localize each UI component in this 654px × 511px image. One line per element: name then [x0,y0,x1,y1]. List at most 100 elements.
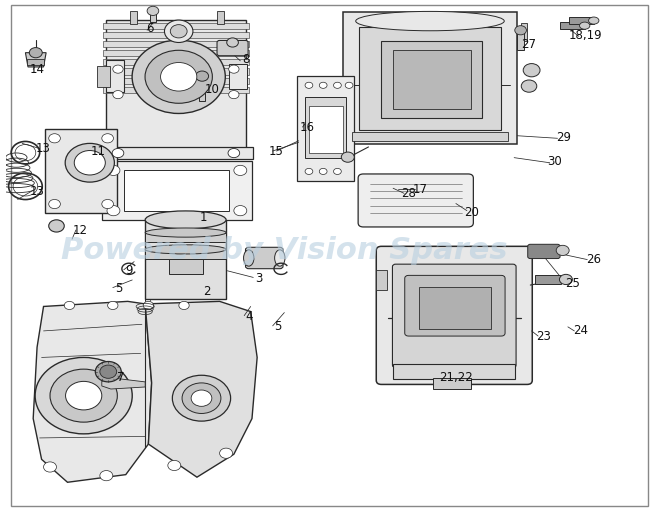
Text: 14: 14 [29,63,44,76]
Bar [124,170,230,211]
Circle shape [35,357,132,434]
Circle shape [64,301,75,310]
Text: 5: 5 [116,282,123,295]
Circle shape [319,82,327,88]
Bar [359,27,501,130]
Circle shape [229,65,239,73]
Text: 1: 1 [199,211,207,224]
Text: 9: 9 [125,264,133,277]
Circle shape [145,50,213,103]
Bar [517,30,524,50]
Circle shape [305,82,313,88]
Bar [107,20,245,155]
Circle shape [305,168,313,174]
Text: 13: 13 [29,185,44,198]
Bar [145,249,226,259]
Ellipse shape [145,211,226,229]
Text: 17: 17 [413,183,428,196]
Circle shape [100,471,112,481]
Text: 25: 25 [565,277,580,290]
Bar [27,59,44,65]
Circle shape [65,144,114,182]
Bar [45,129,117,213]
Circle shape [102,134,113,143]
Circle shape [556,245,569,256]
Bar [99,148,253,159]
Bar [150,11,156,22]
Circle shape [234,205,247,216]
Circle shape [334,168,341,174]
Bar [97,65,110,87]
FancyBboxPatch shape [392,264,516,367]
Circle shape [29,48,43,58]
Bar [129,11,137,24]
Text: 12: 12 [73,223,88,237]
Text: 26: 26 [586,253,601,266]
Bar [103,32,249,38]
Circle shape [102,199,113,208]
Bar [381,41,482,118]
Bar [102,161,252,220]
Text: 3: 3 [255,272,262,285]
Circle shape [521,80,537,92]
Text: 8: 8 [242,53,249,66]
Circle shape [107,165,120,175]
Bar [107,60,124,92]
Circle shape [179,301,189,310]
Bar [145,220,226,299]
Text: 18,19: 18,19 [568,29,602,42]
Text: 28: 28 [401,187,416,200]
Ellipse shape [356,11,504,31]
Bar [521,23,527,41]
Circle shape [44,462,56,472]
Circle shape [345,82,353,88]
Circle shape [132,40,226,113]
Text: 4: 4 [245,310,252,323]
Polygon shape [102,378,145,389]
Ellipse shape [145,228,226,237]
Bar [305,97,347,158]
FancyBboxPatch shape [528,244,560,259]
Polygon shape [33,301,152,482]
Ellipse shape [243,250,254,266]
Ellipse shape [275,250,285,266]
Text: 10: 10 [205,83,219,97]
Circle shape [559,274,572,285]
Text: 20: 20 [464,206,479,219]
Circle shape [164,20,193,42]
Circle shape [191,390,212,406]
Text: 6: 6 [146,22,154,35]
Circle shape [112,65,123,73]
Bar [535,275,560,284]
Bar [309,106,343,153]
Circle shape [65,381,102,410]
Bar [145,233,226,242]
Text: 5: 5 [274,320,282,333]
Polygon shape [26,53,46,67]
Circle shape [100,365,116,378]
Bar [103,22,249,29]
Bar [103,87,249,93]
Bar [216,11,224,24]
Text: 27: 27 [521,37,536,51]
Text: 23: 23 [536,330,551,342]
Circle shape [48,199,60,208]
Text: Powered by Vision Spares: Powered by Vision Spares [61,236,508,265]
Bar [103,68,249,75]
Bar [376,270,387,290]
Circle shape [161,62,197,91]
Text: 11: 11 [90,145,105,157]
Ellipse shape [589,17,599,24]
Circle shape [319,168,327,174]
Bar [343,12,517,145]
Circle shape [229,90,239,99]
Bar [199,76,205,101]
Text: 29: 29 [557,131,572,144]
Text: 24: 24 [574,324,589,337]
Bar [433,378,471,389]
Circle shape [95,361,121,382]
Ellipse shape [145,245,226,254]
Circle shape [143,301,154,310]
Bar [103,41,249,47]
Circle shape [75,151,105,175]
